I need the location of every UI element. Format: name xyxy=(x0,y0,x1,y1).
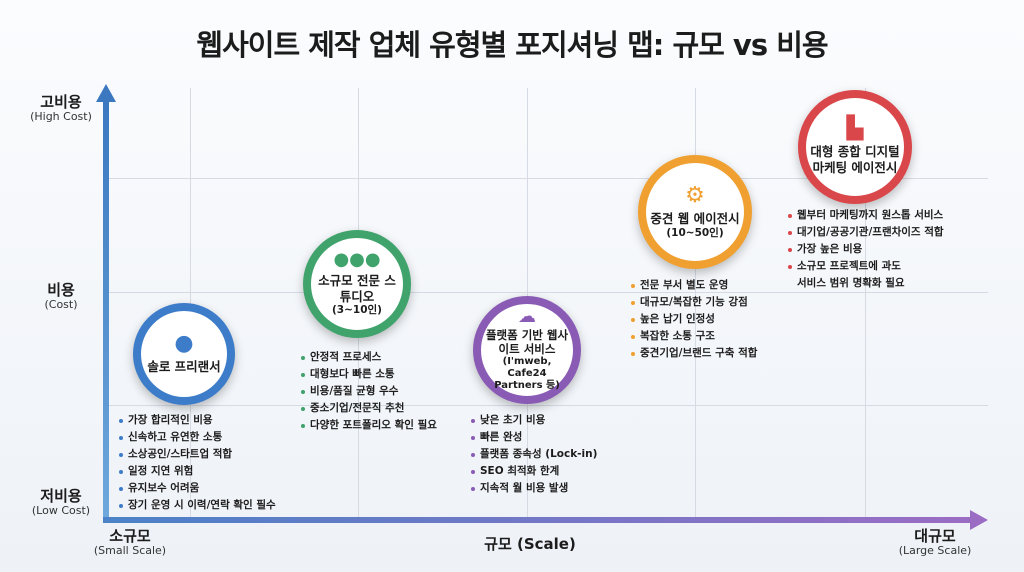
x-axis-arrow xyxy=(970,510,988,530)
list-item: 가장 높은 비용 xyxy=(787,241,944,258)
list-item: SEO 최적화 한계 xyxy=(470,463,597,480)
list-item: 대기업/공공기관/프랜차이즈 적합 xyxy=(787,224,944,241)
list-item: 소규모 프로젝트에 과도 서비스 범위 명확화 필요 xyxy=(787,258,944,292)
grid-line xyxy=(108,292,988,293)
list-item: 전문 부서 별도 운영 xyxy=(630,277,757,294)
x-label-mid: 규모 (Scale) xyxy=(484,535,576,553)
node-platform-service: ☁ 플랫폼 기반 웹사이트 서비스 (I'mweb, Cafe24 Partne… xyxy=(473,296,581,404)
solo-freelancer-points: 가장 합리적인 비용 신속하고 유연한 소통 소상공인/스타트업 적합 일정 지… xyxy=(118,412,276,514)
grid-line xyxy=(108,178,988,179)
list-item: 유지보수 어려움 xyxy=(118,480,276,497)
y-axis-arrow xyxy=(96,84,116,102)
list-item: 플랫폼 종속성 (Lock-in) xyxy=(470,446,597,463)
list-item: 대규모/복잡한 기능 강점 xyxy=(630,294,757,311)
list-item: 소상공인/스타트업 적합 xyxy=(118,446,276,463)
list-item: 빠른 완성 xyxy=(470,429,597,446)
grid-line xyxy=(865,88,866,520)
mid-agency-points: 전문 부서 별도 운영 대규모/복잡한 기능 강점 높은 납기 인정성 복잡한 … xyxy=(630,277,757,362)
node-large-agency: ▙ 대형 종합 디지털 마케팅 에이전시 xyxy=(798,90,912,204)
y-label-high: 고비용 (High Cost) xyxy=(30,93,92,124)
node-mid-agency: ⚙ 중견 웹 에이전시 (10~50인) xyxy=(638,155,752,269)
platform-service-points: 낮은 초기 비용 빠른 완성 플랫폼 종속성 (Lock-in) SEO 최적화… xyxy=(470,412,597,497)
y-label-low: 저비용 (Low Cost) xyxy=(31,487,91,518)
x-label-small: 소규모 (Small Scale) xyxy=(93,527,167,558)
list-item: 신속하고 유연한 소통 xyxy=(118,429,276,446)
page-title: 웹사이트 제작 업체 유형별 포지셔닝 맵: 규모 vs 비용 xyxy=(196,28,828,62)
x-axis xyxy=(103,517,973,523)
gears-icon: ⚙ xyxy=(685,182,705,208)
large-agency-points: 웹부터 마케팅까지 원스톱 서비스 대기업/공공기관/프랜차이즈 적합 가장 높… xyxy=(787,207,944,292)
list-item: 낮은 초기 비용 xyxy=(470,412,597,429)
list-item: 웹부터 마케팅까지 원스톱 서비스 xyxy=(787,207,944,224)
list-item: 장기 운영 시 이력/연락 확인 필수 xyxy=(118,497,276,514)
list-item: 복잡한 소통 구조 xyxy=(630,328,757,345)
list-item: 중견기업/브랜드 구축 적합 xyxy=(630,345,757,362)
node-solo-freelancer: ● 솔로 프리랜서 xyxy=(133,303,235,405)
y-label-mid: 비용 (Cost) xyxy=(44,281,78,312)
list-item: 지속적 월 비용 발생 xyxy=(470,480,597,497)
list-item: 안정적 프로세스 xyxy=(300,349,437,366)
small-studio-points: 안정적 프로세스 대형보다 빠른 소통 비용/품질 균형 우수 중소기업/전문직… xyxy=(300,349,437,434)
list-item: 비용/품질 균형 우수 xyxy=(300,383,437,400)
list-item: 높은 납기 인정성 xyxy=(630,311,757,328)
node-small-studio: ●●● 소규모 전문 스튜디오 (3~10인) xyxy=(303,230,411,338)
group-icon: ●●● xyxy=(333,249,381,271)
grid-line xyxy=(108,405,988,406)
cloud-icon: ☁ xyxy=(518,305,536,327)
y-axis xyxy=(103,100,109,523)
list-item: 중소기업/전문직 추천 xyxy=(300,400,437,417)
x-label-large: 대규모 (Large Scale) xyxy=(898,527,972,558)
list-item: 일정 지연 위험 xyxy=(118,463,276,480)
list-item: 다양한 포트폴리오 확인 필요 xyxy=(300,417,437,434)
list-item: 가장 합리적인 비용 xyxy=(118,412,276,429)
grid-line xyxy=(695,88,696,520)
building-icon: ▙ xyxy=(846,116,864,142)
list-item: 대형보다 빠른 소통 xyxy=(300,366,437,383)
person-icon: ● xyxy=(174,331,194,357)
